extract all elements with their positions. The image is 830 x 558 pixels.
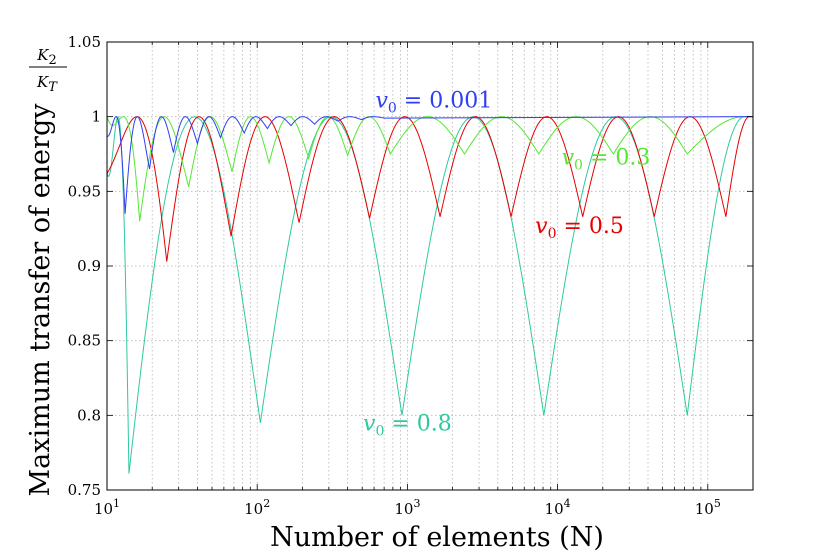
x-axis-title: Number of elements (N) [270,522,604,553]
y-tick-label: 0.75 [68,481,101,499]
series-line [106,116,753,222]
series-label: v0 = 0.5 [535,214,624,242]
series-line [106,116,753,262]
y-axis-title: Maximum transfer of energy [25,103,56,497]
y-tick-label: 0.9 [77,257,101,275]
y-tick-label: 1.05 [68,33,101,51]
x-tick-label: 101 [94,497,120,518]
series-layer [106,115,754,474]
x-tick-label: 102 [244,497,270,518]
x-tick-label: 105 [695,497,721,518]
y-tick-label: 1 [91,108,101,126]
x-tick-label: 103 [394,497,420,518]
y-fraction-label: K2 KT [29,46,67,95]
series-labels: v0 = 0.8 v0 = 0.5 v0 = 0.3 v0 = 0.001 [363,89,650,440]
series-label: v0 = 0.001 [375,89,492,117]
grid [106,41,754,491]
y-tick-label: 0.8 [77,406,101,424]
series-label: v0 = 0.8 [363,411,452,439]
series-line [106,115,753,474]
series-label: v0 = 0.3 [562,145,651,173]
series-line [106,116,754,214]
ticks: 101 102 103 104 105 0.75 0.8 0.85 0.9 0.95 1 1.05 [68,33,754,518]
y-fraction-denominator: KT [36,73,58,95]
x-tick-label: 104 [545,497,571,518]
y-fraction-numerator: K2 [36,46,57,68]
y-tick-label: 0.85 [68,332,101,350]
y-tick-label: 0.95 [68,182,101,200]
